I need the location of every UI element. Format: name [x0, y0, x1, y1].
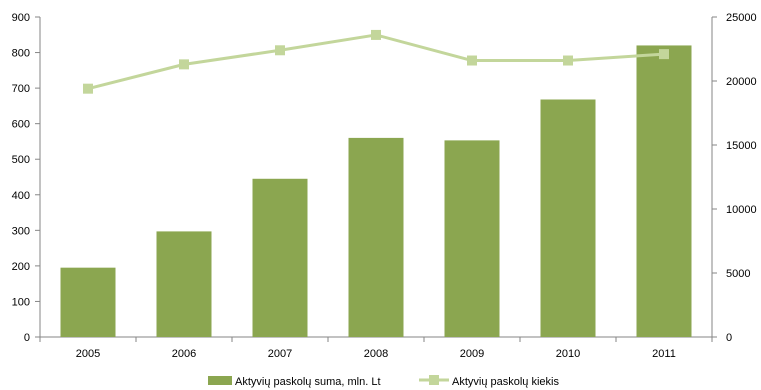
legend: Aktyvių paskolų suma, mln. Lt Aktyvių pa…: [208, 375, 559, 388]
left-axis-tick-label: 500: [12, 154, 30, 166]
bar: [540, 99, 596, 337]
right-axis-tick-label: 20000: [726, 76, 757, 88]
x-axis-tick-label: 2010: [556, 348, 580, 360]
line-marker: [179, 59, 189, 70]
line-marker: [275, 45, 285, 56]
bar-series: [60, 45, 692, 337]
legend-bar-label: Aktyvių paskolų suma, mln. Lt: [235, 376, 381, 388]
left-axis-tick-label: 600: [12, 119, 30, 131]
right-axis-tick-label: 25000: [726, 12, 757, 24]
line-marker: [467, 55, 477, 66]
left-axis-tick-label: 400: [12, 190, 30, 202]
left-axis-tick-label: 200: [12, 261, 30, 273]
left-axis-tick-label: 300: [12, 225, 30, 237]
x-axis-tick-label: 2007: [268, 348, 292, 360]
line-marker: [83, 83, 93, 94]
bar: [636, 45, 692, 337]
right-axis-tick-label: 15000: [726, 140, 757, 152]
bar: [60, 267, 116, 337]
line-marker: [563, 55, 573, 66]
bar: [156, 231, 212, 337]
left-axis-tick-label: 700: [12, 83, 30, 95]
x-axis-tick-label: 2008: [364, 348, 388, 360]
x-axis-tick-label: 2009: [460, 348, 484, 360]
bar: [252, 178, 308, 337]
series-line: [87, 33, 665, 91]
right-axis-tick-label: 0: [726, 332, 732, 344]
line-marker: [659, 49, 669, 60]
x-axis-tick-label: 2005: [76, 348, 100, 360]
right-axis-tick-label: 5000: [726, 268, 750, 280]
right-axis-tick-labels: 0 5000 10000 15000 20000 25000: [726, 12, 757, 344]
x-axis-tick-label: 2006: [172, 348, 196, 360]
legend-bar-swatch: [208, 376, 232, 385]
legend-line-marker: [429, 375, 439, 385]
right-axis-tick-label: 10000: [726, 204, 757, 216]
left-axis-tick-label: 900: [12, 12, 30, 24]
left-axis-tick-label: 100: [12, 296, 30, 308]
x-axis-tick-label: 2011: [652, 348, 676, 360]
bar: [444, 140, 500, 337]
line-series: [83, 29, 669, 94]
left-axis-tick-label: 800: [12, 48, 30, 60]
line-marker: [371, 29, 381, 40]
x-axis-tick-labels: 2005 2006 2007 2008 2009 2010 2011: [76, 348, 676, 360]
legend-line-label: Aktyvių paskolų kiekis: [452, 376, 559, 388]
bar: [348, 137, 404, 337]
left-axis-tick-labels: 0 100 200 300 400 500 600 700 800 900: [12, 12, 30, 344]
left-axis-tick-label: 0: [24, 332, 30, 344]
